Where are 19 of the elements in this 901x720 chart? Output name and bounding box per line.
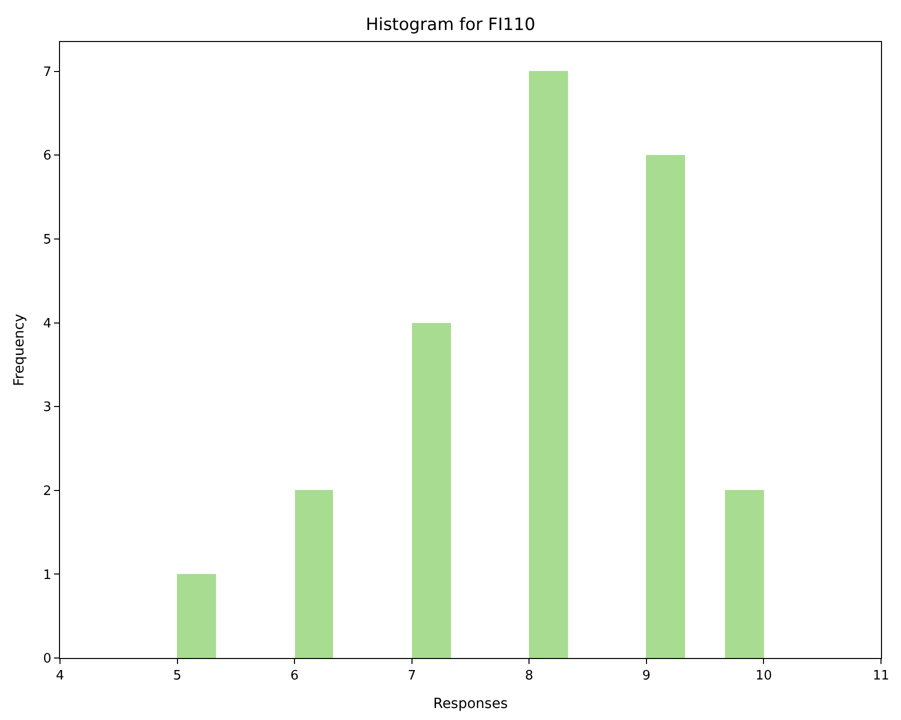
x-tick-label: 6 — [290, 668, 299, 684]
y-tick-label: 3 — [43, 400, 52, 416]
y-axis-title: Frequency — [12, 314, 28, 386]
x-tick-label: 10 — [755, 668, 772, 684]
x-tick-label: 9 — [642, 668, 651, 684]
x-tick-label: 11 — [872, 668, 890, 684]
y-tick-label: 7 — [43, 64, 52, 80]
y-tick-label: 4 — [43, 316, 52, 332]
y-tick-label: 0 — [43, 652, 52, 667]
chart-title: Histogram for FI110 — [366, 14, 536, 35]
y-tick-label: 5 — [43, 232, 52, 248]
x-tick-label: 4 — [56, 668, 64, 684]
y-tick-label: 2 — [43, 484, 52, 499]
x-tick-label: 8 — [525, 668, 534, 684]
x-axis-title: Responses — [433, 696, 508, 712]
x-tick-label: 5 — [173, 668, 182, 684]
y-tick-label: 6 — [43, 148, 52, 164]
y-tick-label: 1 — [43, 568, 52, 583]
x-tick-label: 7 — [408, 668, 416, 684]
